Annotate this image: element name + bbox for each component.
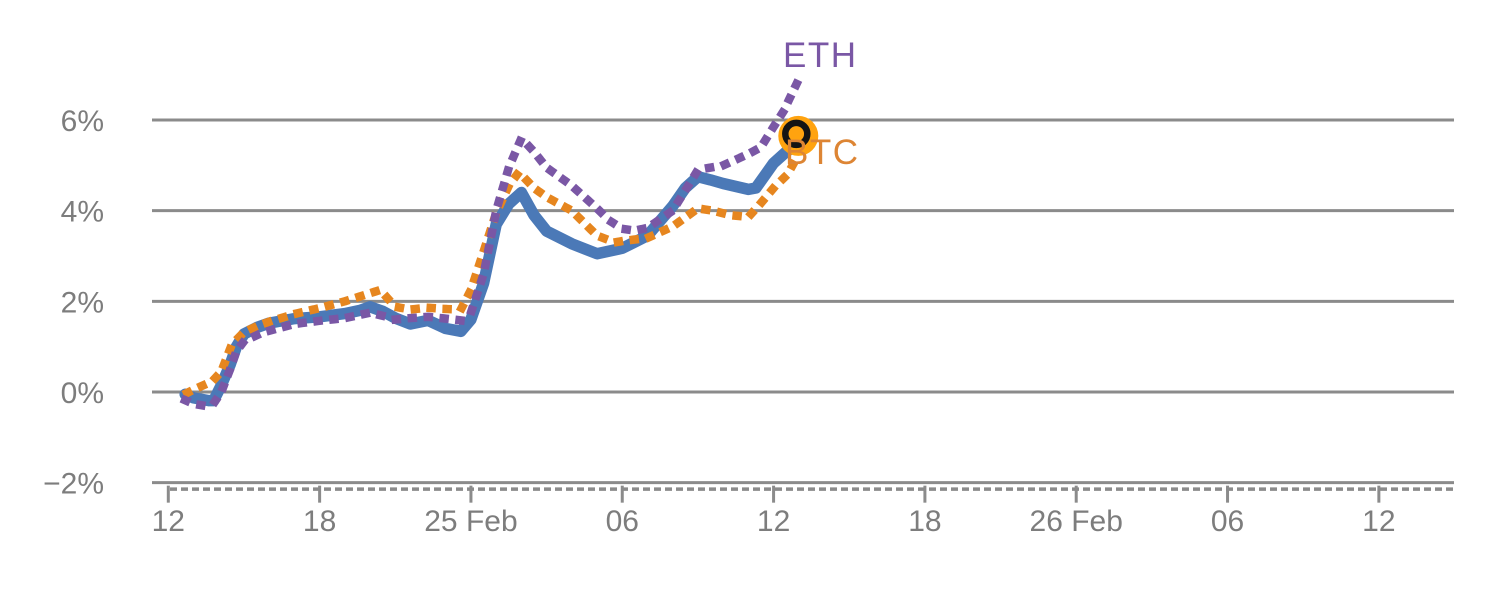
- axis-label-layer: 12 18 25 Feb 06 12 18 26 Feb 06 12 6% 4% 2% 0% −2%: [43, 105, 1395, 538]
- series-line-btc: [181, 146, 805, 399]
- x-tick-label: 06: [1211, 505, 1244, 538]
- x-tick-label: 26 Feb: [1030, 505, 1123, 538]
- x-tick-label: 12: [152, 505, 185, 538]
- x-tick-label: 12: [1362, 505, 1395, 538]
- y-tick-label: 0%: [61, 377, 104, 410]
- series-layer: [179, 73, 819, 410]
- x-tick-label: 18: [303, 505, 336, 538]
- series-line-eth: [179, 73, 805, 410]
- y-tick-label: −2%: [43, 468, 104, 501]
- y-tick-label: 2%: [61, 286, 104, 319]
- btc-series-label: BTC: [785, 133, 860, 172]
- eth-series-label: ETH: [783, 36, 858, 75]
- current-point-marker-ring: [782, 119, 811, 149]
- x-tick-label: 06: [606, 505, 639, 538]
- x-tick-label: 18: [908, 505, 941, 538]
- x-tick-label: 12: [757, 505, 790, 538]
- y-tick-label: 6%: [61, 105, 104, 138]
- series-line-main: [179, 136, 805, 407]
- x-tick-label: 25 Feb: [424, 505, 517, 538]
- y-tick-label: 4%: [61, 196, 104, 229]
